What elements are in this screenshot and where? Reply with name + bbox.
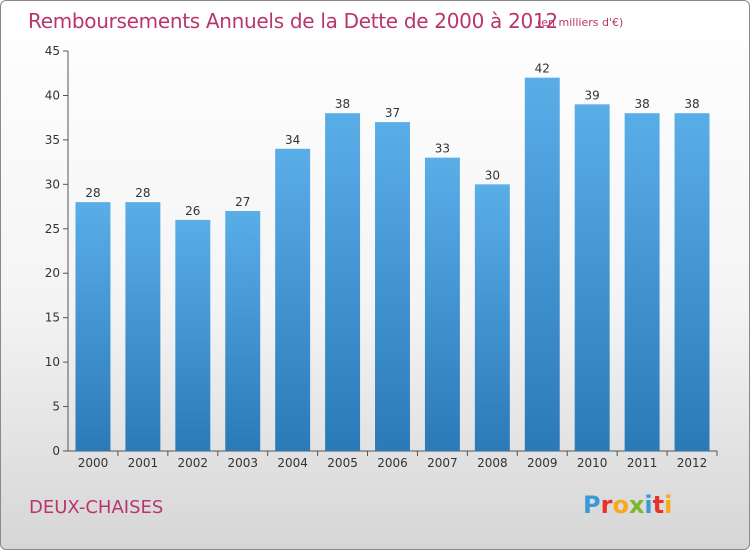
- x-tick-label-2003: 2003: [227, 456, 258, 470]
- logo-letter: x: [628, 491, 645, 519]
- x-tick-label-2002: 2002: [178, 456, 209, 470]
- logo-letter: o: [612, 491, 629, 519]
- value-label-2006: 37: [385, 106, 400, 120]
- y-tick-label: 25: [45, 222, 60, 236]
- chart-bars: [75, 77, 710, 452]
- bar-2004: [275, 148, 311, 451]
- value-label-2011: 38: [634, 97, 649, 111]
- value-label-2007: 33: [435, 142, 450, 156]
- value-label-2004: 34: [285, 133, 300, 147]
- x-tick-label-2011: 2011: [627, 456, 658, 470]
- y-tick-label: 15: [45, 311, 60, 325]
- bar-2000: [75, 202, 111, 451]
- chart-labels: 28 2000 28 2001 26 2002 27 2003 34 2004 38 2005 37 20…: [78, 62, 708, 470]
- bar-2008: [474, 184, 510, 452]
- value-label-2005: 38: [335, 97, 350, 111]
- x-tick-label-2005: 2005: [327, 456, 358, 470]
- value-label-2012: 38: [684, 97, 699, 111]
- y-tick-label: 30: [45, 177, 60, 191]
- x-tick-label-2010: 2010: [577, 456, 608, 470]
- y-tick-label: 40: [45, 88, 60, 102]
- bar-2001: [125, 202, 161, 451]
- y-tick-label: 45: [45, 44, 60, 58]
- unit-note: (en milliers d'€): [537, 16, 624, 29]
- x-tick-label-2009: 2009: [527, 456, 558, 470]
- x-tick-label-2008: 2008: [477, 456, 508, 470]
- y-tick-label: 10: [45, 355, 60, 369]
- value-label-2003: 27: [235, 195, 250, 209]
- x-tick-label-2000: 2000: [78, 456, 109, 470]
- logo-letter: P: [583, 491, 601, 519]
- bar-2006: [375, 122, 410, 451]
- value-label-2008: 30: [485, 168, 500, 182]
- bar-2012: [674, 113, 710, 451]
- value-label-2001: 28: [135, 186, 150, 200]
- logo-letter: i: [644, 491, 653, 519]
- value-label-2000: 28: [85, 186, 100, 200]
- proxiti-logo[interactable]: Proxiti: [583, 491, 672, 519]
- commune-name: DEUX-CHAISES: [29, 497, 164, 518]
- value-label-2002: 26: [185, 204, 200, 218]
- x-tick-label-2004: 2004: [277, 456, 308, 470]
- chart-axes: 0 5 10 15 20 25 30 35 40 45: [45, 44, 718, 458]
- y-tick-label: 20: [45, 266, 60, 280]
- y-tick-label: 5: [52, 400, 60, 414]
- bar-2007: [424, 157, 460, 451]
- value-label-2010: 39: [585, 88, 600, 102]
- bar-2009: [524, 77, 560, 452]
- bar-2011: [624, 113, 660, 451]
- bar-2010: [574, 104, 610, 451]
- bar-2005: [325, 113, 361, 451]
- x-tick-label-2006: 2006: [377, 456, 408, 470]
- x-tick-label-2012: 2012: [677, 456, 708, 470]
- x-tick-label-2001: 2001: [128, 456, 159, 470]
- y-tick-label: 0: [52, 444, 60, 458]
- logo-letter: t: [652, 491, 665, 519]
- chart-title: Remboursements Annuels de la Dette de 20…: [28, 9, 558, 33]
- bar-2003: [225, 211, 261, 451]
- value-label-2009: 42: [535, 62, 550, 76]
- logo-letter: r: [600, 491, 613, 519]
- logo-letter: i: [664, 491, 673, 519]
- y-tick-label: 35: [45, 133, 60, 147]
- x-tick-label-2007: 2007: [427, 456, 458, 470]
- bar-2002: [175, 219, 211, 451]
